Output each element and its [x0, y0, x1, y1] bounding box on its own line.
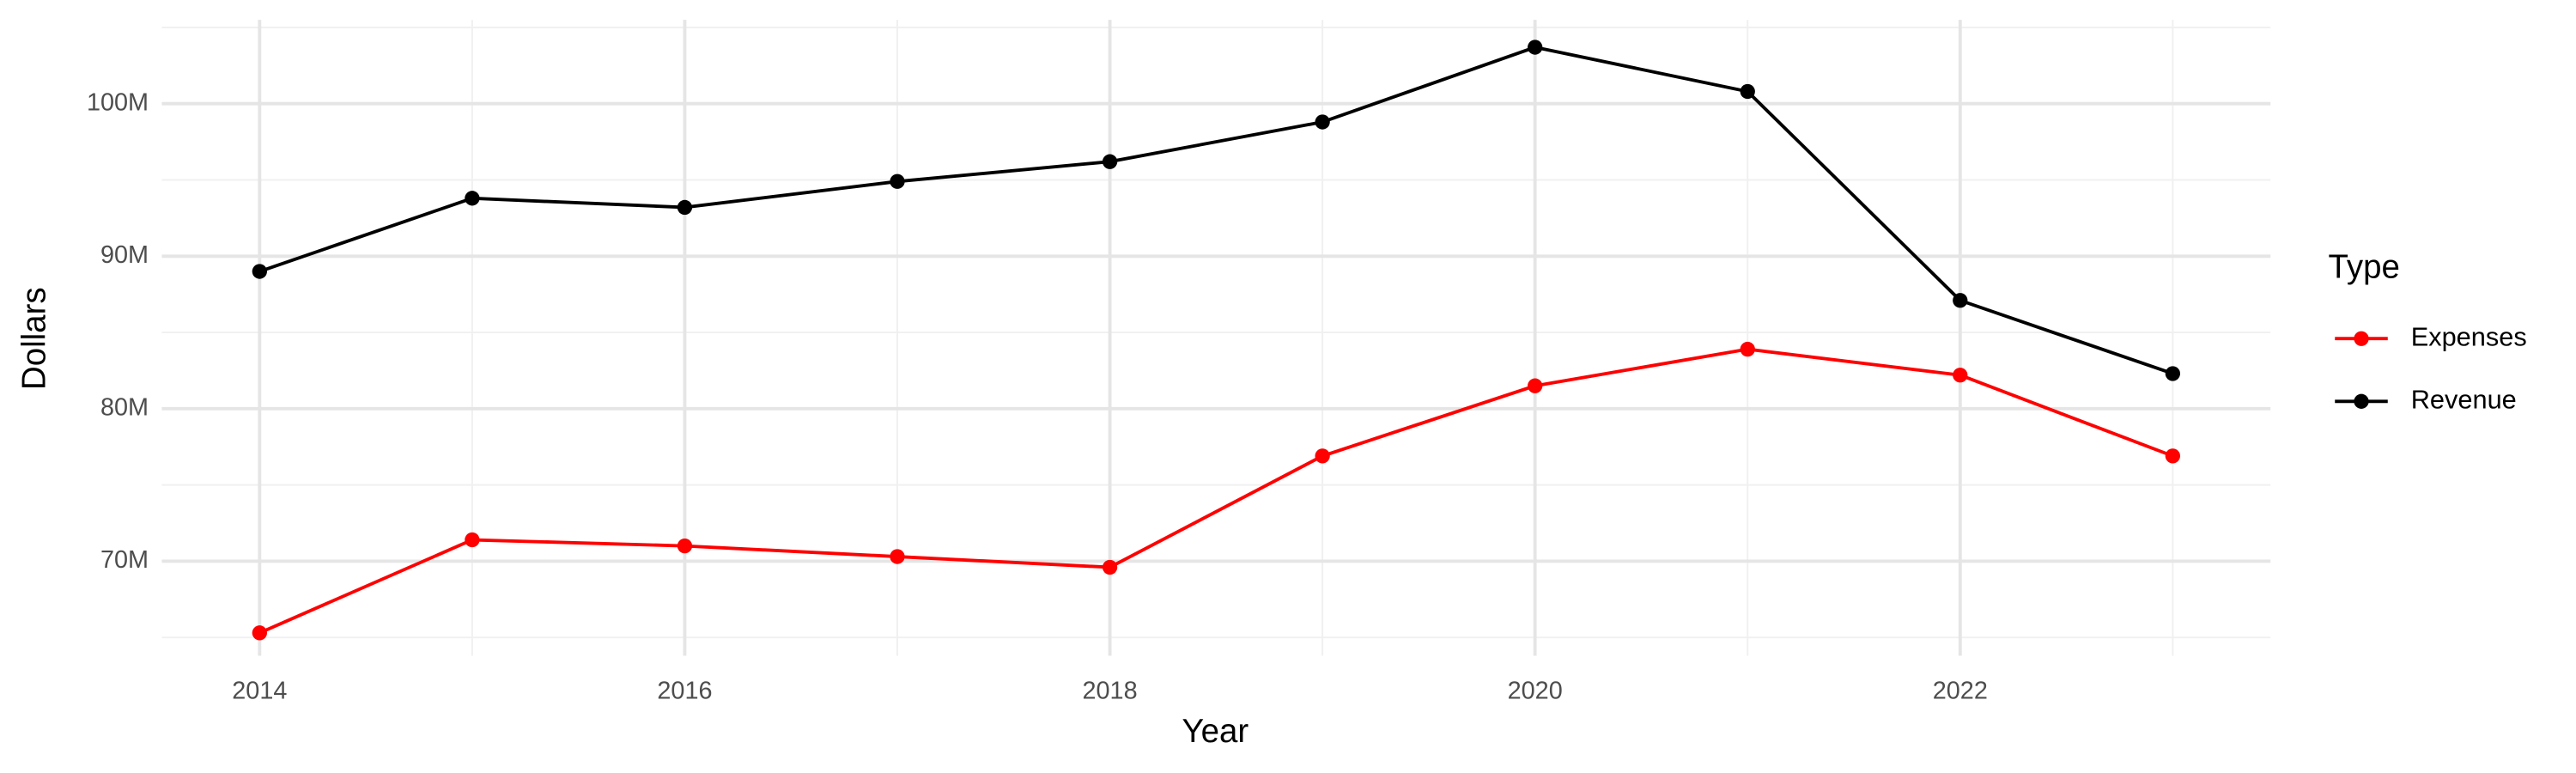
x-tick-label: 2022	[1933, 677, 1988, 704]
data-point	[465, 191, 480, 206]
y-axis-title: Dollars	[15, 287, 52, 390]
data-point	[1953, 293, 1968, 308]
y-tick-label: 80M	[100, 393, 149, 421]
x-tick-label: 2020	[1508, 677, 1563, 704]
data-point	[465, 532, 480, 548]
data-point	[2165, 366, 2181, 381]
x-tick-label: 2018	[1082, 677, 1137, 704]
x-tick-label: 2016	[657, 677, 712, 704]
series-line	[258, 347, 2174, 635]
data-point	[252, 625, 267, 641]
y-tick-label: 90M	[100, 241, 149, 269]
x-tick-label: 2014	[232, 677, 287, 704]
legend-label: Expenses	[2411, 321, 2527, 351]
legend-key-point	[2354, 393, 2369, 409]
data-point	[2165, 448, 2181, 464]
data-point	[1315, 114, 1330, 130]
y-tick-label: 70M	[100, 546, 149, 574]
y-tick-label: 100M	[87, 88, 149, 116]
data-point	[1740, 341, 1755, 357]
data-point	[677, 199, 693, 216]
x-axis-title: Year	[1182, 713, 1249, 750]
legend-key-point	[2354, 331, 2369, 346]
legend-title: Type	[2329, 249, 2400, 286]
series-line	[258, 46, 2173, 375]
data-point	[1102, 559, 1118, 575]
data-point	[1528, 378, 1543, 393]
data-point	[252, 264, 267, 279]
data-point	[890, 173, 905, 189]
data-point	[1953, 368, 1968, 383]
data-point	[677, 538, 693, 554]
data-point	[1740, 83, 1755, 100]
data-point	[1102, 154, 1118, 169]
data-point	[1315, 448, 1330, 464]
legend-label: Revenue	[2411, 384, 2517, 414]
data-point	[890, 549, 905, 564]
data-point	[1528, 40, 1543, 55]
